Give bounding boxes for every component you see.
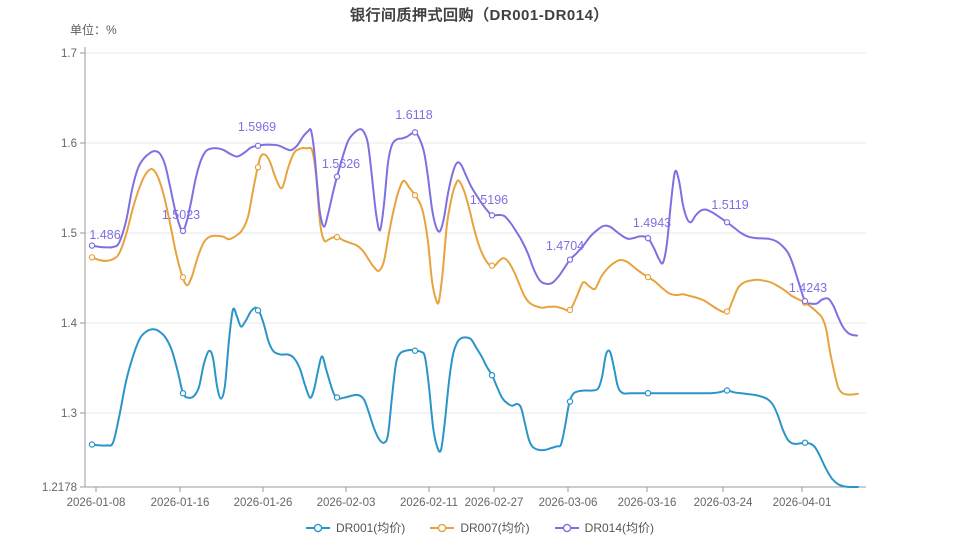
data-point-marker-dr001 bbox=[644, 390, 652, 397]
legend-line-icon bbox=[305, 523, 330, 532]
y-tick-label: 1.3 bbox=[61, 408, 77, 420]
annotation-label: 1.4704 bbox=[546, 239, 584, 253]
data-point-marker-dr001 bbox=[801, 439, 809, 446]
y-tick-label: 1.6 bbox=[61, 138, 77, 150]
y-tick-label: 1.2178 bbox=[42, 482, 77, 494]
data-point-marker-dr014 bbox=[88, 242, 96, 249]
data-point-marker-dr001 bbox=[566, 398, 574, 405]
data-point-marker-dr007 bbox=[566, 306, 574, 314]
data-point-marker-dr007 bbox=[333, 233, 341, 241]
data-point-marker-dr014 bbox=[566, 256, 574, 263]
data-point-marker-dr007 bbox=[488, 262, 496, 269]
legend-item-dr001[interactable]: DR001(均价) bbox=[305, 519, 405, 536]
annotation-label: 1.5196 bbox=[470, 193, 508, 207]
x-tick-label: 2026-02-03 bbox=[317, 497, 376, 509]
annotation-label: 1.4243 bbox=[789, 281, 827, 295]
legend-item-label: DR007(均价) bbox=[460, 521, 530, 535]
annotation-label: 1.5023 bbox=[162, 208, 200, 222]
x-tick-label: 2026-01-26 bbox=[234, 497, 293, 509]
y-tick-label: 1.5 bbox=[61, 228, 77, 240]
data-point-marker-dr014 bbox=[723, 219, 731, 226]
series-line-dr007 bbox=[91, 146, 859, 396]
x-tick-label: 2026-03-06 bbox=[539, 497, 598, 509]
data-point-marker-dr001 bbox=[411, 347, 419, 354]
x-tick-label: 2026-02-11 bbox=[400, 497, 458, 509]
data-point-marker-dr014 bbox=[488, 212, 496, 219]
data-point-marker-dr007 bbox=[88, 254, 96, 261]
legend: DR001(均价) DR007(均价) DR014(均价) bbox=[0, 519, 959, 536]
data-point-marker-dr001 bbox=[88, 441, 96, 448]
data-point-marker-dr014 bbox=[801, 297, 809, 305]
legend-item-dr007[interactable]: DR007(均价) bbox=[429, 519, 530, 536]
y-tick-label: 1.7 bbox=[61, 48, 77, 60]
data-point-marker-dr001 bbox=[254, 307, 262, 314]
series-line-dr014 bbox=[91, 128, 858, 337]
data-point-marker-dr014 bbox=[179, 227, 187, 235]
legend-line-icon bbox=[554, 523, 579, 532]
data-point-marker-dr007 bbox=[179, 274, 187, 281]
legend-item-label: DR014(均价) bbox=[584, 521, 655, 535]
data-point-marker-dr014 bbox=[644, 234, 652, 242]
legend-item-dr014[interactable]: DR014(均价) bbox=[554, 519, 654, 536]
data-point-marker-dr007 bbox=[723, 308, 731, 315]
annotation-label: 1.6118 bbox=[395, 108, 432, 122]
annotation-label: 1.5626 bbox=[322, 157, 360, 171]
annotation-label: 1.5969 bbox=[238, 120, 276, 134]
x-tick-label: 2026-03-16 bbox=[618, 497, 677, 509]
x-tick-label: 2026-01-08 bbox=[67, 497, 126, 509]
data-point-marker-dr014 bbox=[254, 142, 262, 149]
series-line-dr001 bbox=[91, 306, 859, 489]
data-point-marker-dr001 bbox=[179, 390, 187, 397]
data-point-marker-dr007 bbox=[411, 191, 419, 199]
annotation-label: 1.486 bbox=[89, 228, 120, 242]
data-point-marker-dr007 bbox=[254, 164, 262, 171]
data-point-marker-dr001 bbox=[488, 372, 496, 379]
x-tick-label: 2026-03-24 bbox=[694, 497, 753, 509]
unit-label: 单位：% bbox=[70, 23, 117, 37]
legend-line-icon bbox=[430, 523, 455, 532]
chart-title: 银行间质押式回购（DR001-DR014） bbox=[350, 7, 609, 24]
data-point-marker-dr014 bbox=[333, 173, 341, 180]
data-point-marker-dr001 bbox=[333, 394, 341, 401]
data-point-marker-dr007 bbox=[644, 273, 652, 281]
data-point-marker-dr001 bbox=[723, 387, 731, 394]
annotation-label: 1.5119 bbox=[711, 198, 748, 212]
y-tick-label: 1.4 bbox=[61, 318, 78, 330]
x-tick-label: 2026-04-01 bbox=[773, 497, 832, 509]
annotation-label: 1.4943 bbox=[633, 216, 671, 230]
legend-item-label: DR001(均价) bbox=[335, 521, 406, 535]
x-tick-label: 2026-01-16 bbox=[151, 497, 210, 509]
x-tick-label: 2026-02-27 bbox=[465, 497, 524, 509]
data-point-marker-dr014 bbox=[411, 129, 419, 136]
